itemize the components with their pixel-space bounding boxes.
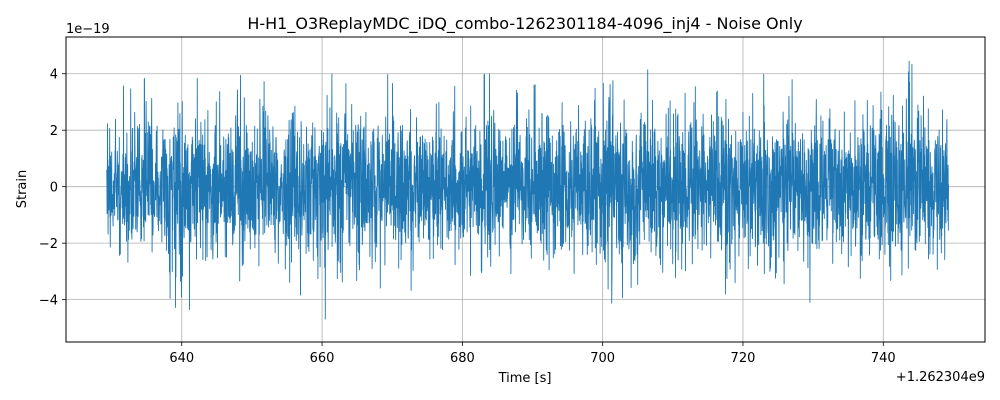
y-exponent-label: 1e−19 — [66, 22, 110, 37]
y-axis-label: Strain — [15, 170, 30, 209]
x-offset-label: +1.262304e9 — [896, 370, 985, 385]
x-tick-label: 720 — [731, 351, 756, 366]
axis-ticks: 640 660 680 700 720 740 −4 −2 0 2 4 — [39, 68, 896, 366]
y-tick-label: −4 — [39, 294, 58, 309]
y-tick-label: 4 — [50, 68, 58, 83]
x-tick-label: 740 — [871, 351, 896, 366]
y-tick-label: 0 — [50, 181, 58, 196]
x-tick-label: 700 — [590, 351, 615, 366]
y-tick-label: 2 — [50, 124, 58, 139]
x-tick-label: 680 — [450, 351, 475, 366]
x-tick-label: 660 — [310, 351, 335, 366]
series-layer — [106, 60, 949, 320]
plot-frame — [65, 36, 986, 343]
strain-series-line — [106, 60, 949, 320]
x-axis-label: Time [s] — [498, 371, 552, 386]
chart-title: H-H1_O3ReplayMDC_iDQ_combo-1262301184-40… — [247, 14, 802, 34]
x-tick-label: 640 — [169, 351, 194, 366]
y-tick-label: −2 — [39, 237, 58, 252]
